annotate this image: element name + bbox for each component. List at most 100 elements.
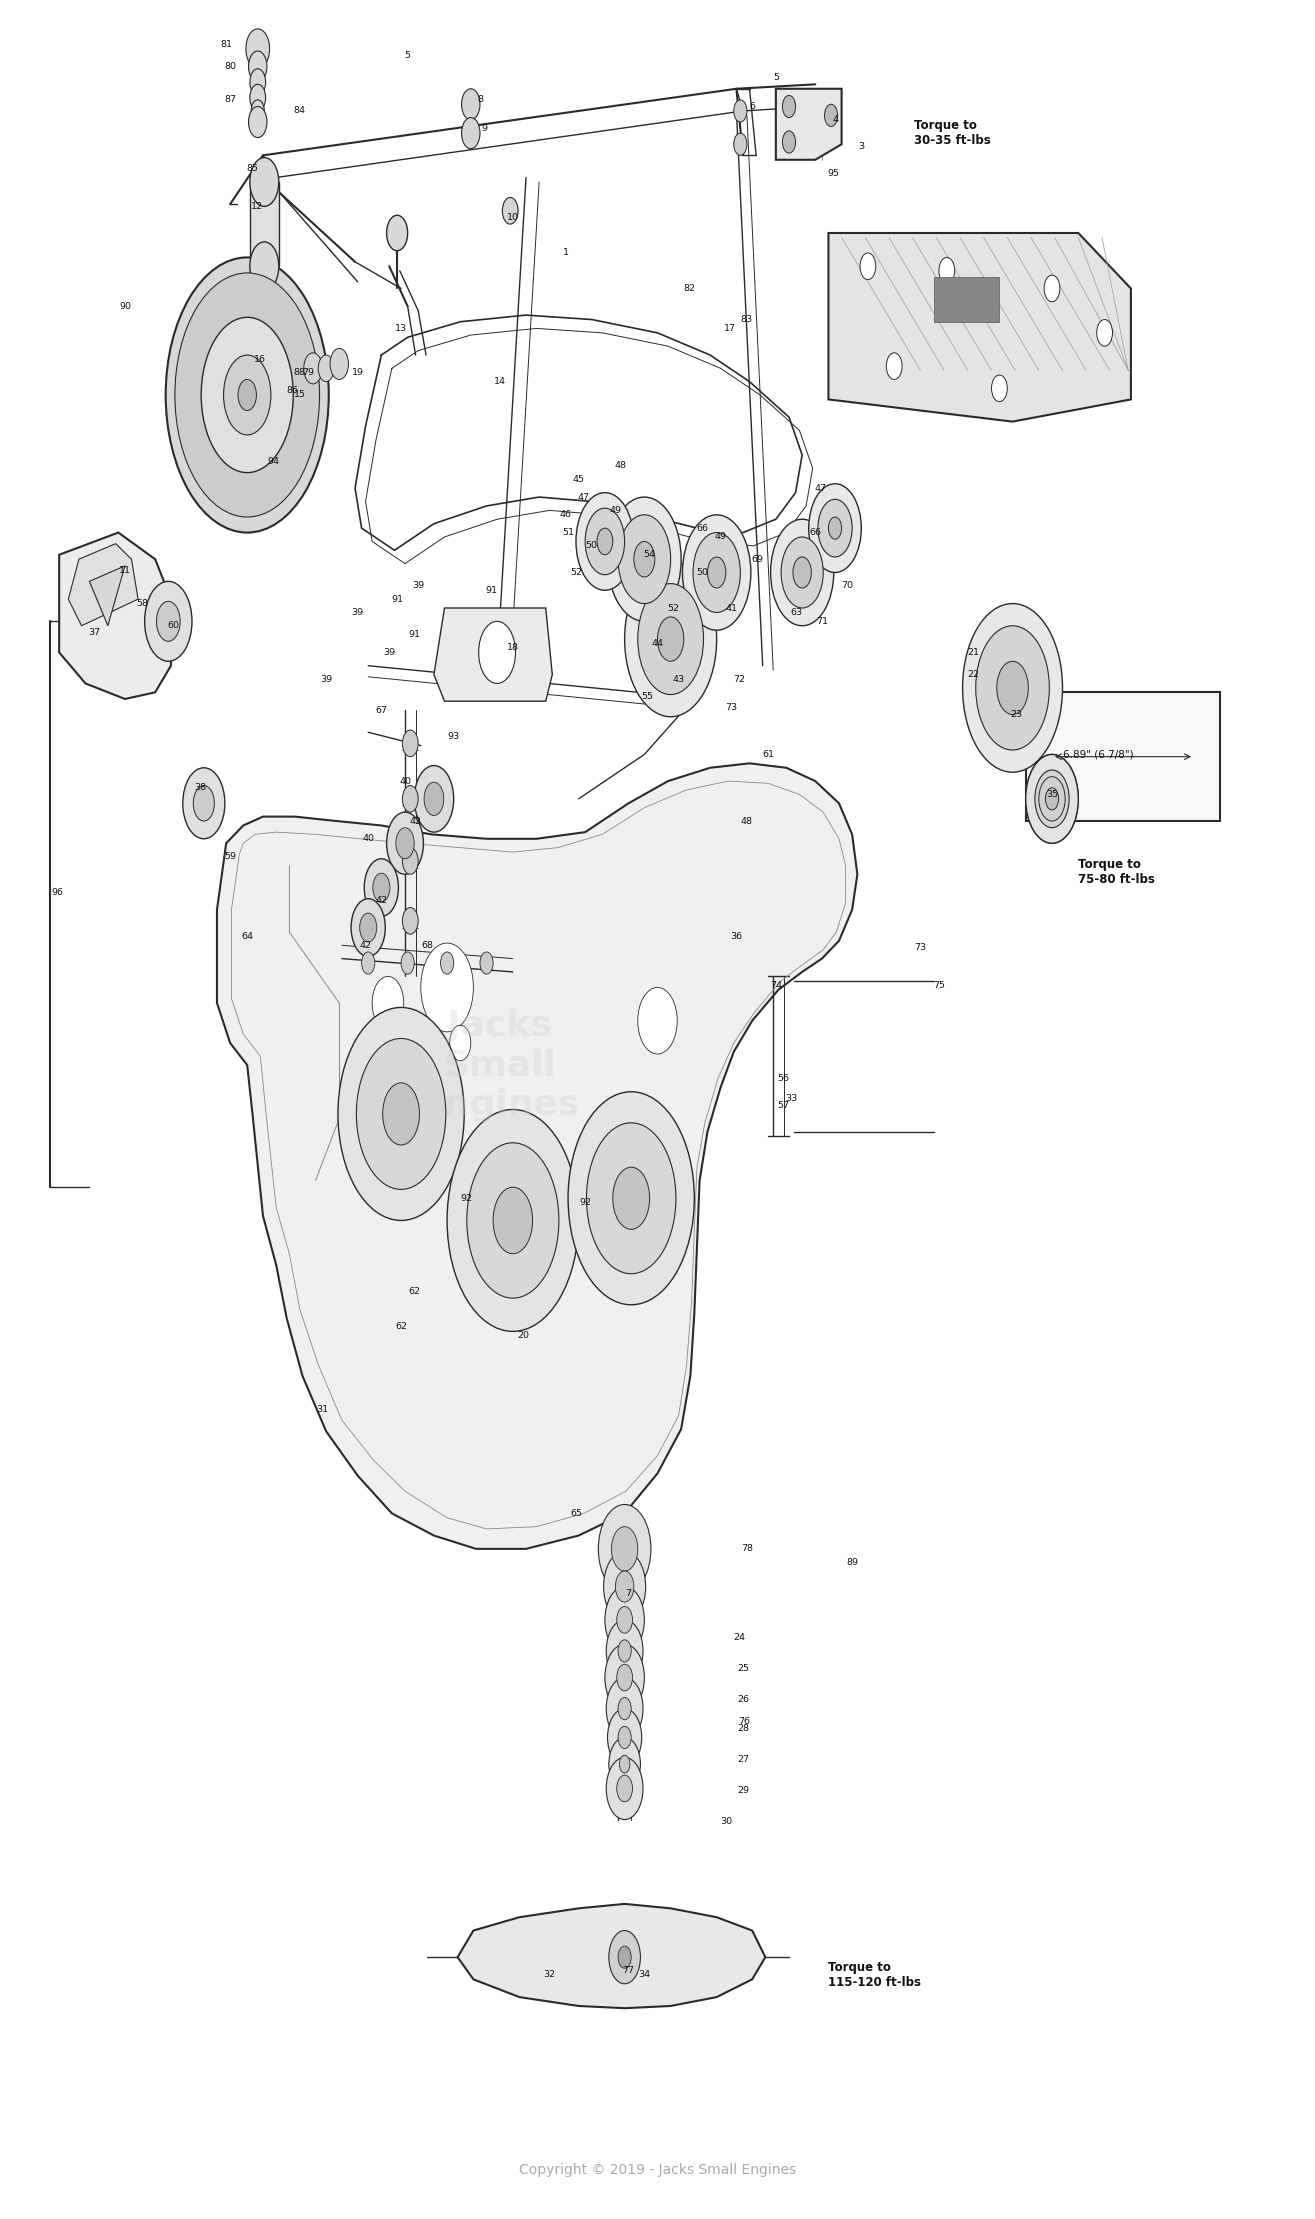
Text: 40: 40 <box>362 834 375 843</box>
Text: 95: 95 <box>827 169 840 178</box>
Circle shape <box>939 257 955 284</box>
Circle shape <box>734 133 747 155</box>
Circle shape <box>997 661 1028 715</box>
Text: 41: 41 <box>725 604 738 612</box>
Text: 12: 12 <box>250 202 263 211</box>
Text: 34: 34 <box>638 1970 651 1979</box>
Circle shape <box>576 493 634 590</box>
Text: 62: 62 <box>408 1287 421 1296</box>
Text: 29: 29 <box>736 1786 750 1795</box>
Text: Torque to
75-80 ft-lbs: Torque to 75-80 ft-lbs <box>1078 859 1155 885</box>
Text: 26: 26 <box>736 1695 750 1704</box>
Text: 60: 60 <box>167 621 180 630</box>
Polygon shape <box>828 233 1131 422</box>
Text: 85: 85 <box>246 164 259 173</box>
Text: 91: 91 <box>485 586 498 595</box>
Text: 45: 45 <box>572 475 585 484</box>
Circle shape <box>638 584 704 695</box>
Circle shape <box>387 812 423 874</box>
Text: 10: 10 <box>506 213 519 222</box>
Text: 62: 62 <box>394 1323 408 1331</box>
Circle shape <box>860 253 876 280</box>
Text: 56: 56 <box>777 1074 790 1083</box>
Circle shape <box>318 355 334 382</box>
Circle shape <box>617 1775 633 1802</box>
Text: 79: 79 <box>301 368 314 377</box>
Text: 47: 47 <box>577 493 590 501</box>
Text: 51: 51 <box>562 528 575 537</box>
Text: 57: 57 <box>777 1101 790 1110</box>
Circle shape <box>421 943 473 1032</box>
Text: 73: 73 <box>725 703 738 712</box>
Text: 39: 39 <box>412 581 425 590</box>
Text: 49: 49 <box>609 506 622 515</box>
Circle shape <box>423 783 444 817</box>
Polygon shape <box>217 763 857 1549</box>
Text: 92: 92 <box>460 1194 473 1203</box>
Circle shape <box>250 84 266 111</box>
Text: Torque to
30-35 ft-lbs: Torque to 30-35 ft-lbs <box>914 120 990 146</box>
Circle shape <box>598 1504 651 1593</box>
Text: 6.89" (6 7/8"): 6.89" (6 7/8") <box>1063 750 1134 759</box>
Polygon shape <box>934 277 999 322</box>
Text: 39: 39 <box>383 648 396 657</box>
Text: 28: 28 <box>736 1724 750 1733</box>
Circle shape <box>782 95 796 118</box>
Text: 35: 35 <box>1045 790 1059 799</box>
Circle shape <box>450 1025 471 1061</box>
Text: 66: 66 <box>696 524 709 533</box>
Circle shape <box>608 1709 642 1766</box>
Text: 55: 55 <box>640 692 654 701</box>
Text: 15: 15 <box>293 391 306 399</box>
Polygon shape <box>458 1904 765 2008</box>
Text: 31: 31 <box>316 1405 329 1414</box>
Text: 88: 88 <box>293 368 306 377</box>
Text: 30: 30 <box>719 1817 732 1826</box>
Text: 81: 81 <box>220 40 233 49</box>
Circle shape <box>414 766 454 832</box>
Circle shape <box>605 1587 644 1653</box>
Circle shape <box>634 541 655 577</box>
Text: 5: 5 <box>405 51 410 60</box>
Text: 61: 61 <box>761 750 775 759</box>
Circle shape <box>401 952 414 974</box>
Circle shape <box>625 561 717 717</box>
Circle shape <box>976 626 1049 750</box>
Text: 77: 77 <box>622 1966 635 1975</box>
Text: 65: 65 <box>569 1509 583 1518</box>
Circle shape <box>364 859 398 916</box>
Circle shape <box>781 537 823 608</box>
Text: 86: 86 <box>285 386 299 395</box>
Circle shape <box>1044 275 1060 302</box>
Bar <box>250 182 279 266</box>
Text: 70: 70 <box>840 581 853 590</box>
Text: 14: 14 <box>493 377 506 386</box>
Text: 69: 69 <box>751 555 764 564</box>
Text: 20: 20 <box>517 1331 530 1340</box>
Text: 40: 40 <box>398 777 412 786</box>
Circle shape <box>238 379 256 411</box>
Circle shape <box>1035 770 1069 828</box>
Circle shape <box>166 257 329 533</box>
Text: 16: 16 <box>254 355 267 364</box>
Circle shape <box>502 197 518 224</box>
Text: 91: 91 <box>391 595 404 604</box>
Circle shape <box>606 1757 643 1820</box>
Circle shape <box>249 51 267 82</box>
Text: 21: 21 <box>967 648 980 657</box>
Circle shape <box>249 107 267 138</box>
Text: 39: 39 <box>351 608 364 617</box>
Text: 49: 49 <box>714 533 727 541</box>
Text: 87: 87 <box>224 95 237 104</box>
Circle shape <box>606 1620 643 1682</box>
Circle shape <box>201 317 293 473</box>
Text: 3: 3 <box>859 142 864 151</box>
Circle shape <box>462 89 480 120</box>
Circle shape <box>825 104 838 126</box>
Text: 38: 38 <box>193 783 206 792</box>
Circle shape <box>356 1038 446 1189</box>
Circle shape <box>605 1644 644 1711</box>
Text: 78: 78 <box>740 1544 753 1553</box>
Circle shape <box>707 557 726 588</box>
Text: Copyright © 2019 - Jacks Small Engines: Copyright © 2019 - Jacks Small Engines <box>519 2164 796 2177</box>
